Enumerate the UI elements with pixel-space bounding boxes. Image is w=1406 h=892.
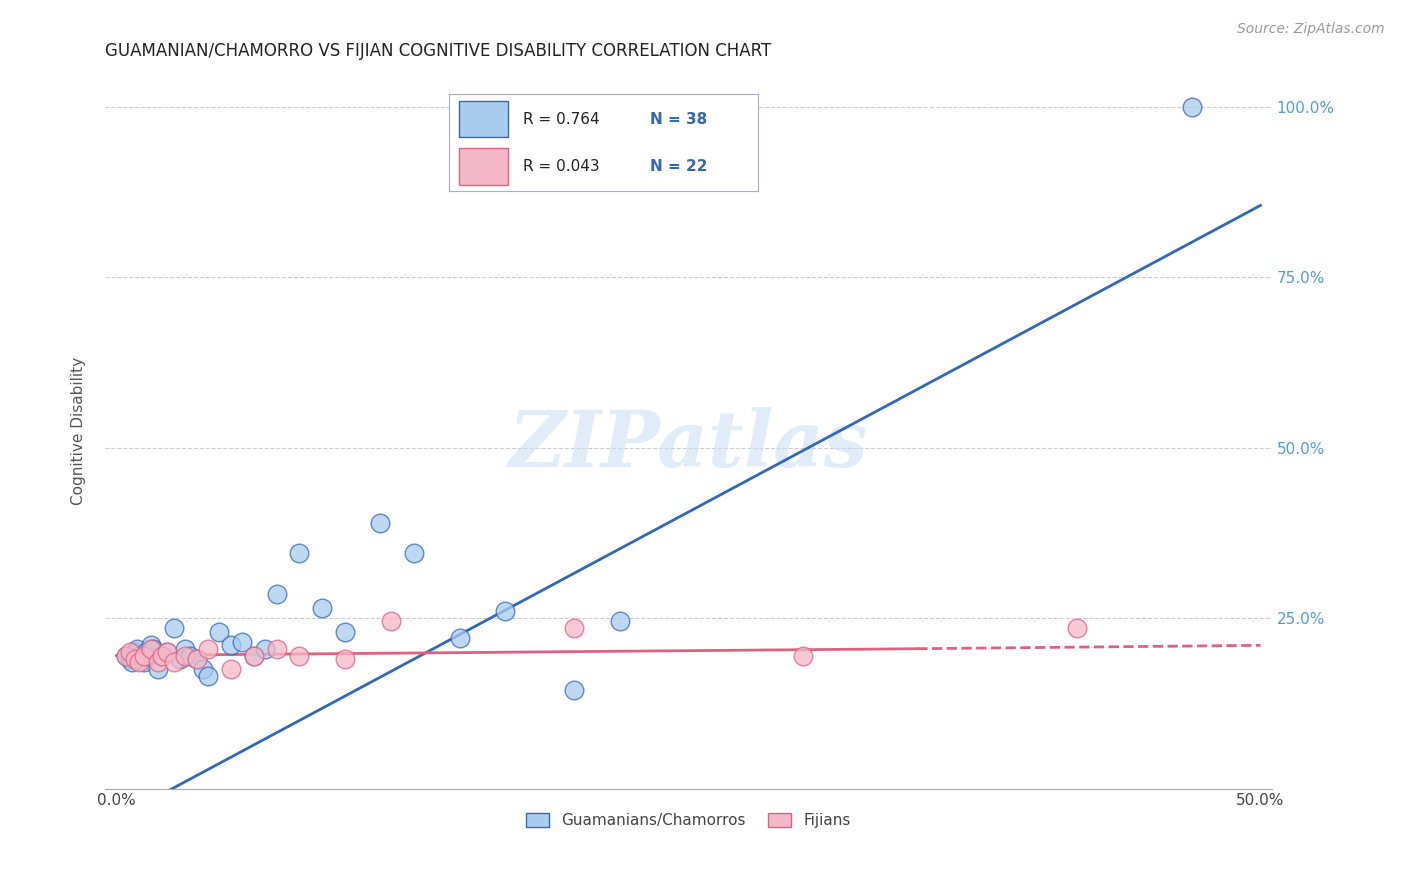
Point	[197, 669, 219, 683]
Point	[121, 656, 143, 670]
Point	[335, 652, 357, 666]
Point	[135, 645, 157, 659]
Point	[120, 652, 142, 666]
Point	[242, 648, 264, 663]
Point	[139, 641, 162, 656]
Point	[179, 648, 201, 663]
Point	[125, 641, 148, 656]
Point	[124, 645, 146, 659]
Point	[266, 587, 288, 601]
Point	[114, 648, 136, 663]
Point	[132, 656, 155, 670]
Point	[132, 648, 155, 663]
Point	[174, 641, 197, 656]
Point	[146, 656, 169, 670]
Point	[219, 638, 242, 652]
Point	[193, 662, 215, 676]
Point	[231, 635, 253, 649]
Point	[156, 645, 179, 659]
Point	[138, 648, 160, 663]
Point	[402, 546, 425, 560]
Point	[368, 516, 391, 530]
Point	[335, 624, 357, 639]
Point	[609, 615, 631, 629]
Point	[162, 621, 184, 635]
Point	[208, 624, 231, 639]
Point	[186, 652, 208, 666]
Point	[174, 648, 197, 663]
Y-axis label: Cognitive Disability: Cognitive Disability	[72, 357, 86, 505]
Point	[219, 662, 242, 676]
Point	[114, 648, 136, 663]
Point	[139, 638, 162, 652]
Text: ZIPatlas: ZIPatlas	[509, 407, 868, 483]
Point	[197, 641, 219, 656]
Point	[120, 645, 142, 659]
Point	[131, 652, 153, 666]
Point	[242, 648, 264, 663]
Point	[288, 648, 311, 663]
Legend: Guamanians/Chamorros, Fijians: Guamanians/Chamorros, Fijians	[520, 807, 858, 835]
Point	[128, 656, 150, 670]
Point	[494, 604, 516, 618]
Point	[792, 648, 814, 663]
Point	[156, 645, 179, 659]
Point	[288, 546, 311, 560]
Point	[562, 682, 585, 697]
Point	[142, 641, 165, 656]
Text: GUAMANIAN/CHAMORRO VS FIJIAN COGNITIVE DISABILITY CORRELATION CHART: GUAMANIAN/CHAMORRO VS FIJIAN COGNITIVE D…	[105, 42, 772, 60]
Point	[146, 662, 169, 676]
Point	[254, 641, 277, 656]
Point	[150, 648, 173, 663]
Point	[128, 648, 150, 663]
Point	[162, 656, 184, 670]
Point	[124, 652, 146, 666]
Point	[562, 621, 585, 635]
Point	[449, 632, 471, 646]
Point	[266, 641, 288, 656]
Text: Source: ZipAtlas.com: Source: ZipAtlas.com	[1237, 22, 1385, 37]
Point	[169, 652, 191, 666]
Point	[1066, 621, 1088, 635]
Point	[150, 648, 173, 663]
Point	[311, 600, 333, 615]
Point	[186, 652, 208, 666]
Point	[380, 615, 402, 629]
Point	[1181, 99, 1204, 113]
